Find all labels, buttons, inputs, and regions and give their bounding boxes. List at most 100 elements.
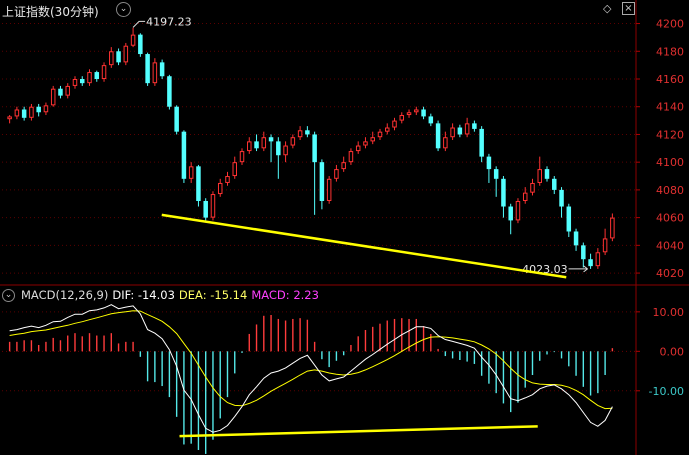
candle-body xyxy=(72,78,78,86)
candle-body xyxy=(450,127,455,138)
price-tick-label: 4120 xyxy=(656,128,684,141)
candle-body xyxy=(276,141,281,156)
macd-tick-label: -10.00 xyxy=(649,385,684,398)
candle-body xyxy=(464,123,470,135)
candle-body xyxy=(79,78,85,84)
candle-body xyxy=(522,192,528,201)
macd-trendline xyxy=(179,425,538,438)
candle-body xyxy=(167,76,172,107)
chevron-down-icon[interactable]: ⌄ xyxy=(2,288,15,302)
price-tick-label: 4080 xyxy=(656,184,684,197)
candle-body xyxy=(7,116,12,120)
candle-body xyxy=(457,127,463,135)
candle-body xyxy=(588,259,593,267)
candle-body xyxy=(254,141,259,149)
macd-label: MACD(12,26,9) xyxy=(21,288,109,302)
high-annotation-leader xyxy=(132,20,146,28)
candle-body xyxy=(334,169,339,179)
candle-body xyxy=(341,162,346,170)
dea-line xyxy=(9,310,613,410)
candle-body xyxy=(232,162,238,177)
candle-body xyxy=(58,88,63,96)
candle-body xyxy=(203,200,208,218)
candle-body xyxy=(493,169,499,179)
candle-body xyxy=(188,166,194,179)
price-tick-label: 4160 xyxy=(656,73,684,86)
candle-body xyxy=(138,34,143,55)
candle-body xyxy=(537,169,543,183)
candle-body xyxy=(384,127,390,132)
candle-body xyxy=(552,178,557,190)
candle-body xyxy=(370,137,375,142)
candle-body xyxy=(435,123,441,149)
dif-line xyxy=(9,304,613,433)
candle-body xyxy=(326,178,332,201)
candle-body xyxy=(602,238,608,253)
candle-body xyxy=(14,109,20,117)
candle-body xyxy=(573,231,579,246)
candle-body xyxy=(101,65,107,79)
low-annotation-arrow xyxy=(583,265,588,273)
candle-body xyxy=(174,106,179,132)
candle-body xyxy=(268,137,274,142)
candle-body xyxy=(152,62,158,84)
price-tick-label: 4140 xyxy=(656,101,684,114)
candle-body xyxy=(116,51,121,63)
candle-body xyxy=(559,189,564,207)
candle-body xyxy=(123,45,129,63)
candle-body xyxy=(210,194,216,218)
candle-body xyxy=(566,206,572,232)
candle-body xyxy=(319,162,325,201)
candle-body xyxy=(399,115,405,121)
high-annotation-label: 4197.23 xyxy=(146,15,192,28)
candle-body xyxy=(239,151,245,163)
candle-body xyxy=(581,245,586,260)
candle-body xyxy=(501,178,506,207)
candle-body xyxy=(406,112,412,116)
candle-body xyxy=(159,62,165,77)
price-tick-label: 4060 xyxy=(656,212,684,225)
candle-body xyxy=(544,169,550,179)
candle-body xyxy=(297,130,303,138)
candle-body xyxy=(290,137,296,146)
candle-body xyxy=(595,252,601,267)
candle-body xyxy=(486,156,492,170)
macd-header: ⌄ MACD(12,26,9) DIF: -14.03 DEA: -15.14 … xyxy=(2,288,319,302)
candle-body xyxy=(377,131,383,138)
candle-body xyxy=(443,137,448,149)
candle-body xyxy=(261,137,267,149)
price-tick-label: 4020 xyxy=(656,267,684,280)
candle-body xyxy=(355,145,361,152)
candle-body xyxy=(508,206,513,221)
price-tick-label: 4040 xyxy=(656,239,684,252)
price-tick-label: 4100 xyxy=(656,156,684,169)
candle-body xyxy=(65,85,70,96)
candle-body xyxy=(247,141,252,152)
chevron-down-icon[interactable]: ⌄ xyxy=(116,2,131,17)
candle-body xyxy=(428,116,434,124)
macd-value: MACD: 2.23 xyxy=(251,288,319,302)
candle-body xyxy=(29,106,34,118)
candle-body xyxy=(87,72,92,84)
price-tick-label: 4200 xyxy=(656,18,684,31)
price-trendline xyxy=(161,213,567,279)
chart-title: 上证指数(30分钟) xyxy=(2,5,99,19)
dea-value: DEA: -15.14 xyxy=(178,288,248,302)
candle-body xyxy=(392,120,397,128)
candle-body xyxy=(21,109,27,118)
candle-body xyxy=(145,54,150,84)
macd-tick-label: 10.00 xyxy=(653,306,685,319)
candle-body xyxy=(283,145,288,156)
price-tick-label: 4180 xyxy=(656,45,684,58)
diamond-icon[interactable]: ◇ xyxy=(603,2,612,15)
candle-body xyxy=(305,130,310,135)
candle-body xyxy=(36,106,41,113)
close-icon[interactable]: × xyxy=(622,2,635,15)
candle-body xyxy=(109,51,114,66)
candle-body xyxy=(530,182,535,193)
candle-body xyxy=(50,88,56,106)
candle-body xyxy=(363,141,368,146)
candle-body xyxy=(414,109,419,113)
